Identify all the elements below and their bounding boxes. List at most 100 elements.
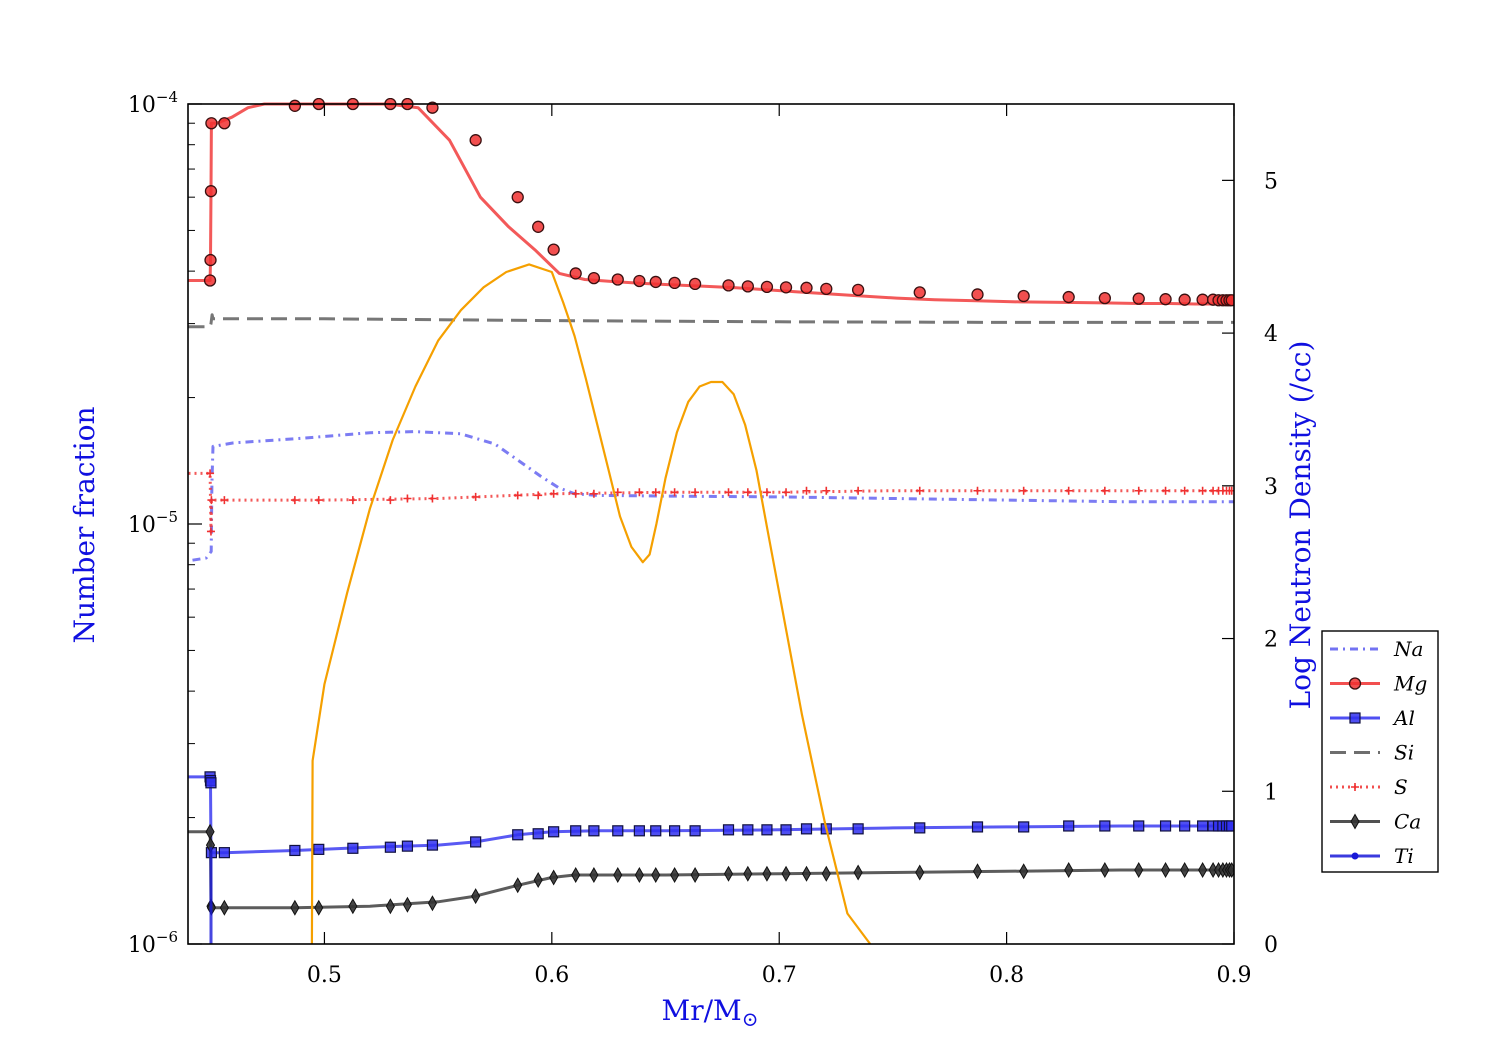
marker-mg-28	[851, 283, 865, 296]
y-right-tick-label-5: 5	[1264, 169, 1278, 194]
marker-ca-18	[634, 866, 644, 883]
marker-ca-0	[205, 823, 215, 840]
marker-ca-35	[1160, 862, 1171, 879]
marker-al-8	[384, 841, 396, 853]
legend-marker-ca	[1350, 813, 1360, 830]
series-line-na	[192, 430, 1234, 562]
marker-mg-5	[288, 99, 302, 112]
x-tick-label-1: 0.6	[534, 963, 569, 988]
marker-mg-14	[547, 243, 560, 256]
marker-s-17	[635, 488, 644, 497]
marker-mg-21	[688, 277, 702, 291]
marker-s-21	[724, 488, 733, 497]
marker-mg-27	[820, 282, 833, 295]
y-axis-left-title: Number fraction	[68, 406, 101, 643]
marker-ca-33	[1100, 862, 1110, 879]
x-tick-label-2: 0.7	[762, 963, 797, 988]
x-tick-label-3: 0.8	[989, 963, 1024, 988]
marker-mg-13	[532, 220, 545, 233]
marker-ca-12	[513, 877, 523, 894]
marker-ca-20	[670, 866, 680, 883]
x-tick-label-4: 0.9	[1217, 963, 1252, 988]
marker-ca-24	[762, 865, 772, 882]
marker-s-26	[822, 486, 831, 495]
marker-mg-37	[1196, 293, 1209, 306]
marker-mg-3	[205, 117, 218, 130]
series-line-si	[188, 313, 1234, 329]
marker-ca-36	[1180, 862, 1190, 879]
y-right-tick-label-4: 4	[1264, 322, 1278, 347]
plot-frame	[187, 103, 1235, 945]
marker-s-35	[1180, 486, 1189, 495]
marker-s-34	[1161, 486, 1170, 495]
marker-mg-30	[971, 288, 984, 301]
marker-mg-2	[204, 185, 218, 198]
marker-s-36	[1198, 486, 1207, 495]
legend-label-na: Na	[1393, 637, 1423, 661]
marker-al-31	[1018, 821, 1030, 833]
marker-s-27	[854, 486, 863, 495]
y-left-tick-label-2: 10−4	[128, 88, 178, 118]
marker-s-4	[290, 496, 299, 505]
marker-ca-27	[821, 865, 831, 882]
marker-s-1	[206, 527, 215, 536]
marker-mg-26	[800, 281, 813, 294]
marker-al-28	[852, 823, 864, 835]
marker-s-11	[513, 491, 522, 500]
marker-ca-26	[801, 865, 812, 882]
marker-ca-4	[219, 899, 229, 916]
marker-ca-14	[549, 869, 559, 886]
x-axis-title-main: Mr/M	[662, 994, 742, 1027]
marker-s-31	[1064, 486, 1073, 495]
marker-s-33	[1134, 486, 1143, 495]
series-ca	[188, 823, 1234, 916]
marker-ca-37	[1198, 862, 1208, 879]
series-mg	[188, 98, 1234, 307]
marker-al-5	[289, 844, 301, 857]
marker-mg-20	[668, 276, 681, 290]
marker-s-13	[549, 489, 558, 498]
marker-ca-6	[314, 899, 324, 916]
marker-ca-25	[781, 865, 791, 882]
marker-s-15	[589, 489, 598, 498]
marker-s-3	[220, 496, 229, 505]
marker-ca-9	[402, 896, 413, 913]
marker-ca-22	[723, 865, 734, 882]
marker-s-18	[651, 488, 660, 497]
marker-al-2	[205, 777, 217, 789]
y-right-tick-label-0: 0	[1264, 933, 1278, 958]
marker-s-19	[670, 488, 679, 497]
marker-ca-19	[651, 866, 661, 883]
marker-s-32	[1100, 486, 1109, 495]
marker-ca-28	[853, 864, 863, 881]
marker-al-13	[532, 828, 544, 840]
marker-ca-43	[1227, 862, 1234, 879]
marker-al-7	[347, 842, 359, 854]
marker-al-10	[426, 839, 439, 851]
marker-s-30	[1019, 486, 1028, 495]
marker-mg-29	[913, 286, 926, 299]
marker-s-6	[348, 496, 357, 505]
series-line-al	[188, 775, 1232, 855]
legend: Na Mg Al Si S Ca Ti	[1321, 630, 1439, 873]
legend-label-mg: Mg	[1393, 672, 1427, 696]
marker-ca-13	[533, 872, 543, 889]
marker-al-24	[761, 824, 773, 836]
marker-mg-25	[779, 281, 793, 294]
marker-al-34	[1133, 820, 1145, 832]
marker-s-12	[534, 491, 543, 500]
y-axis-right-title: Log Neutron Density (/cc)	[1284, 341, 1317, 710]
marker-ca-17	[613, 866, 623, 883]
marker-mg-36	[1178, 293, 1191, 306]
marker-ca-34	[1134, 862, 1144, 879]
series-al	[188, 771, 1234, 859]
marker-ca-29	[915, 864, 925, 881]
marker-s-0	[206, 469, 215, 478]
marker-ca-23	[743, 865, 753, 882]
series-si	[188, 313, 1234, 329]
marker-al-35	[1159, 820, 1172, 832]
marker-mg-23	[741, 280, 754, 293]
marker-mg-34	[1132, 292, 1145, 305]
y-left-tick-label-1: 10−5	[128, 508, 178, 538]
marker-mg-31	[1017, 289, 1030, 303]
